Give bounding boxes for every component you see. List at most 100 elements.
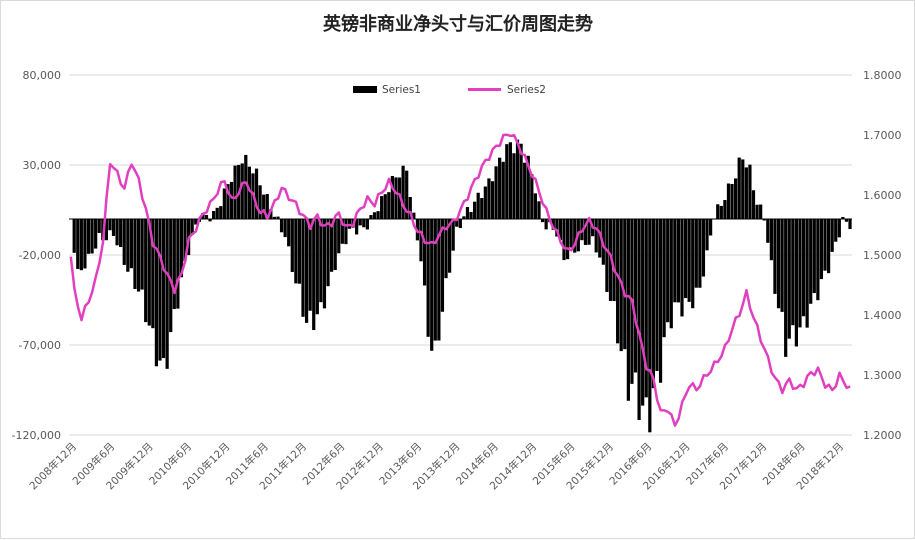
series1-bar — [222, 188, 226, 219]
series1-bar — [254, 168, 259, 219]
series1-bar — [666, 219, 670, 323]
series1-bar — [86, 219, 91, 254]
series1-bar — [784, 219, 788, 357]
series1-bar — [523, 162, 527, 219]
series1-bar — [383, 194, 387, 219]
series1-bar — [658, 219, 663, 383]
y-right-tick-label: 1.6000 — [863, 189, 902, 202]
series1-bar — [762, 219, 766, 221]
series1-bar — [519, 143, 523, 219]
series1-bar — [258, 185, 262, 219]
series1-bar — [133, 219, 137, 290]
series1-bar — [594, 219, 598, 253]
series1-bar — [122, 219, 126, 265]
series1-bar — [90, 219, 94, 254]
series1-bar — [115, 219, 119, 246]
series1-bar — [805, 219, 809, 328]
series1-bar — [83, 219, 87, 269]
series1-bar — [623, 219, 627, 350]
series1-bar — [337, 219, 341, 254]
series1-bar — [551, 219, 555, 230]
series1-bar — [262, 194, 266, 219]
series1-bar — [834, 219, 838, 242]
series1-bar — [826, 219, 831, 274]
series1-bar — [154, 219, 159, 367]
series1-bar — [126, 219, 130, 272]
series1-bar — [662, 219, 666, 338]
y-left-tick-label: -70,000 — [19, 339, 61, 352]
series1-bar — [794, 219, 799, 347]
series1-bar — [626, 219, 630, 401]
series1-bar — [644, 219, 648, 398]
series1-bar — [573, 219, 577, 253]
series2-line-group — [69, 133, 851, 427]
series1-bar — [358, 219, 362, 226]
series1-bar — [766, 219, 770, 243]
series1-bar — [462, 216, 466, 219]
series1-bar — [716, 204, 720, 219]
series1-bar — [333, 219, 337, 271]
series1-bar — [837, 219, 841, 238]
series1-bar — [419, 219, 423, 262]
series1-bar — [204, 214, 209, 219]
chart-title: 英镑非商业净头寸与汇价周图走势 — [322, 13, 593, 35]
series1-bar — [301, 219, 305, 317]
series2-line — [69, 133, 851, 427]
y-right-tick-label: 1.7000 — [863, 129, 902, 142]
series1-bar — [737, 157, 741, 219]
series1-bar — [315, 219, 319, 315]
series1-bar — [648, 219, 652, 433]
series1-bar — [362, 219, 366, 228]
series1-bar — [483, 186, 487, 219]
series1-bar — [326, 219, 330, 287]
series1-bar — [279, 219, 284, 233]
series1-bar — [816, 219, 820, 301]
series1-bar — [480, 198, 484, 219]
y-left-tick-label: 30,000 — [23, 159, 62, 172]
legend: Series1 Series2 — [353, 84, 546, 96]
series1-bar — [544, 219, 548, 230]
series1-bar — [476, 192, 480, 219]
series1-bar — [119, 219, 123, 248]
series1-bar — [194, 219, 198, 225]
series1-bar — [401, 165, 405, 219]
series1-bar — [172, 219, 176, 310]
series1-bar — [108, 219, 112, 231]
series1-bar — [501, 161, 505, 219]
series1-bar — [608, 219, 613, 301]
series1-bar — [72, 219, 76, 253]
series1-bar — [76, 219, 80, 269]
series1-bar — [526, 155, 530, 219]
series1-bar — [79, 219, 83, 271]
series1-bar — [673, 219, 677, 303]
series1-bar — [147, 219, 151, 326]
series1-bar — [276, 216, 280, 219]
series1-bar — [505, 144, 509, 219]
series1-bar — [741, 159, 745, 219]
series1-bar — [322, 219, 327, 309]
series1-bar — [469, 211, 473, 219]
series1-bar — [330, 219, 334, 272]
series1-bar — [823, 219, 827, 271]
y-axis-left: 80,000 30,000 -20,000 -70,000 -120,000 — [12, 69, 61, 442]
series1-bar — [676, 219, 681, 303]
series1-bar — [473, 201, 477, 219]
series1-bar — [494, 166, 498, 219]
series1-bar — [190, 219, 194, 235]
series1-bar — [290, 219, 294, 272]
series1-bar — [144, 219, 148, 323]
series1-bar — [140, 219, 144, 290]
y-right-tick-label: 1.3000 — [863, 369, 902, 382]
series1-bar — [161, 219, 166, 359]
x-tick-label: 2008年12月 — [27, 440, 79, 492]
series1-bar — [219, 206, 223, 219]
series1-bar — [487, 178, 491, 219]
series1-bars — [69, 139, 852, 433]
series1-bar — [751, 190, 756, 219]
series1-bar — [791, 219, 795, 326]
series1-bar — [787, 219, 791, 339]
y-left-tick-label: -120,000 — [12, 429, 61, 442]
x-axis: 2008年12月2009年6月2009年12月2010年6月2010年12月20… — [27, 440, 846, 492]
series1-bar — [365, 219, 369, 230]
